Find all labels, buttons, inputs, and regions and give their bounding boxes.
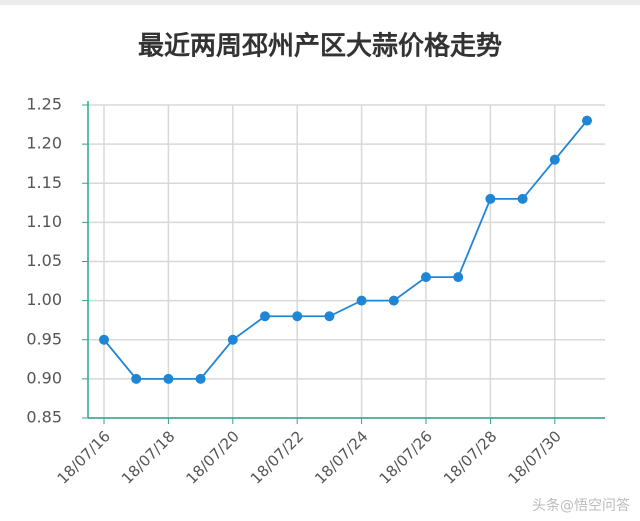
point [260,311,270,322]
point [453,272,464,283]
watermark: 头条@悟空问答 [532,497,630,514]
point [388,295,399,306]
y-tick-label: 1.20 [26,134,62,153]
x-tick-label: 18/07/16 [54,427,114,487]
point [517,193,528,204]
x-tick-label: 18/07/20 [182,427,242,487]
point [421,272,431,283]
point [582,115,592,126]
point [356,295,367,306]
y-tick-label: 0.95 [26,329,62,348]
y-tick-label: 1.25 [26,95,62,114]
point [485,193,496,204]
x-tick-label: 18/07/26 [376,427,436,487]
x-tick-label: 18/07/22 [247,427,307,487]
point [292,311,303,322]
y-tick-label: 1.05 [26,251,62,270]
point [549,154,560,165]
y-tick-label: 1.15 [26,173,62,192]
x-tick-label: 18/07/30 [504,427,564,487]
point [195,373,206,384]
top-strip [0,0,640,5]
x-tick-label: 18/07/28 [440,427,500,487]
line [103,120,588,380]
x-tick-label: 18/07/24 [311,427,371,487]
point [99,334,109,345]
point [131,373,142,384]
x-tick-label: 18/07/18 [118,427,178,487]
point [227,334,238,345]
y-tick-label: 0.85 [26,408,62,427]
y-tick-label: 0.90 [26,368,62,387]
y-tick-label: 1.10 [26,212,62,231]
y-tick-label: 1.00 [26,290,62,309]
point [324,311,335,322]
chart-title: 最近两周邳州产区大蒜价格走势 [138,31,502,62]
point [163,373,174,384]
